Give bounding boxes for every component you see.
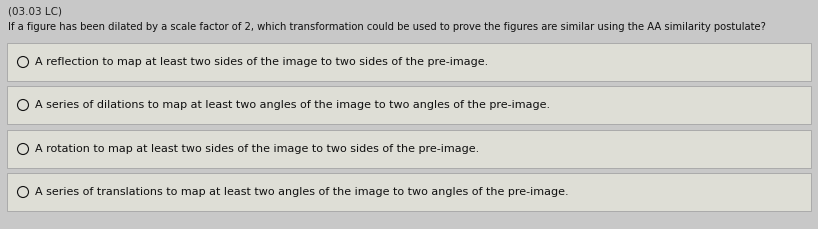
Text: If a figure has been dilated by a scale factor of 2, which transformation could : If a figure has been dilated by a scale … bbox=[8, 22, 766, 32]
FancyBboxPatch shape bbox=[7, 173, 811, 211]
Text: A series of translations to map at least two angles of the image to two angles o: A series of translations to map at least… bbox=[35, 187, 569, 197]
Text: A reflection to map at least two sides of the image to two sides of the pre-imag: A reflection to map at least two sides o… bbox=[35, 57, 488, 67]
FancyBboxPatch shape bbox=[7, 43, 811, 81]
FancyBboxPatch shape bbox=[7, 130, 811, 168]
Text: A rotation to map at least two sides of the image to two sides of the pre-image.: A rotation to map at least two sides of … bbox=[35, 144, 479, 154]
Text: A series of dilations to map at least two angles of the image to two angles of t: A series of dilations to map at least tw… bbox=[35, 100, 551, 110]
FancyBboxPatch shape bbox=[7, 86, 811, 124]
Text: (03.03 LC): (03.03 LC) bbox=[8, 7, 62, 17]
